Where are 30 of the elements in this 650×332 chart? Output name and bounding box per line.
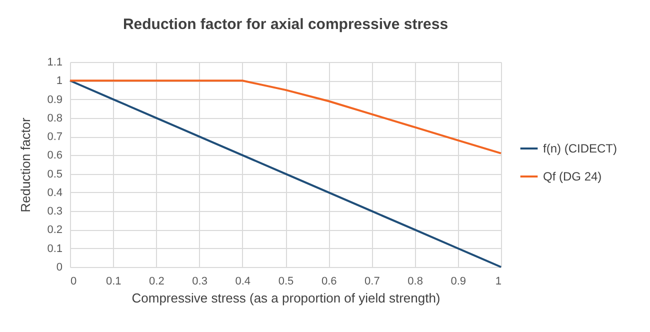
line-series: [69, 80, 502, 268]
y-tick-label: 0.3: [47, 206, 62, 218]
x-tick-label: 0.2: [149, 276, 164, 288]
y-tick-label: 0.9: [47, 94, 62, 106]
x-tick-label: 0.8: [408, 276, 423, 288]
line-series: [69, 80, 502, 154]
y-tick-label: 0.6: [47, 150, 62, 162]
y-tick-label: 0.7: [47, 131, 62, 144]
y-tick-label: 0.4: [47, 186, 62, 199]
y-tick-label: 0.1: [47, 242, 62, 255]
legend-label: f(n) (CIDECT): [543, 142, 617, 156]
x-tick-label: 0: [70, 276, 77, 288]
y-tick-label: 1: [56, 75, 62, 88]
x-tick-label: 0.6: [321, 276, 337, 288]
chart-title: Reduction factor for axial compressive stress: [122, 16, 448, 33]
x-tick-label: 0.7: [364, 276, 380, 288]
y-axis-title: Reduction factor: [18, 117, 34, 212]
y-tick-label: 0.8: [47, 112, 62, 124]
y-tick-label: 0: [56, 262, 62, 274]
x-axis-title: Compressive stress (as a proportion of yield strength): [132, 290, 440, 306]
y-tick-label: 0.5: [47, 168, 62, 180]
x-tick-label: 0.4: [235, 276, 251, 288]
x-tick-label: 0.3: [192, 276, 208, 288]
y-tick-label: 1.1: [47, 56, 62, 68]
legend-label: Qf (DG 24): [543, 170, 602, 184]
x-tick-label: 0.5: [278, 276, 294, 288]
x-tick-label: 0.9: [450, 276, 466, 288]
x-tick-label: 0.1: [106, 276, 122, 288]
y-tick-label: 0.2: [47, 224, 62, 236]
x-tick-label: 1: [495, 276, 502, 288]
